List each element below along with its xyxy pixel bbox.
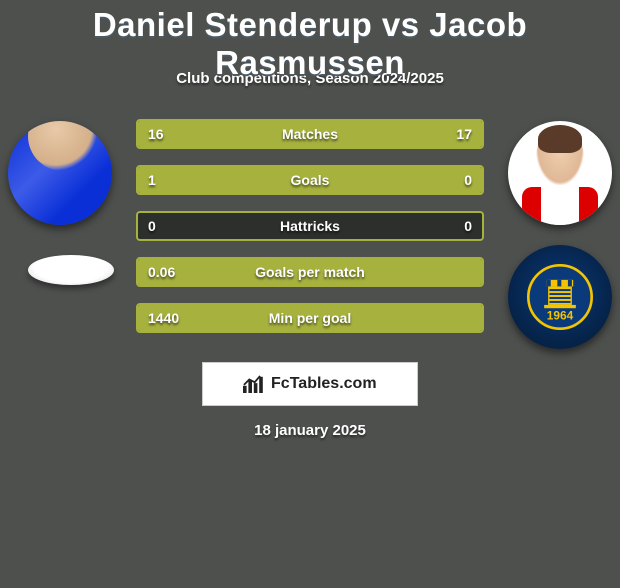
- title-text: Daniel Stenderup vs Jacob Rasmussen: [0, 6, 620, 82]
- brondby-crest-icon: 1964: [527, 264, 593, 330]
- club-left-logo: [28, 255, 114, 285]
- stat-label: Hattricks: [138, 213, 482, 239]
- stat-bar: 0 0Hattricks: [136, 211, 484, 241]
- watermark-text: FcTables.com: [271, 375, 377, 393]
- stat-bar: 0.06Goals per match: [136, 257, 484, 287]
- stat-fill-left: [138, 259, 482, 285]
- player-left-avatar: [8, 121, 112, 225]
- player-right-avatar: [508, 121, 612, 225]
- stat-bar: 1440Min per goal: [136, 303, 484, 333]
- stat-fill-left: [138, 167, 482, 193]
- bars-chart-icon: [243, 375, 265, 393]
- page-title: Daniel Stenderup vs Jacob Rasmussen Dani…: [0, 8, 620, 52]
- stat-fill-right: [305, 121, 482, 147]
- date-text: 18 january 2025: [0, 422, 620, 439]
- stat-bars: 1617Matches 10Goals 0 0Hattricks 0.06Goals p…: [136, 119, 484, 349]
- comparison-panel: 1964 1617Matches10Goals00Hattricks0.06Go…: [0, 125, 620, 365]
- stat-fill-left: [138, 305, 482, 331]
- svg-text:1964: 1964: [547, 308, 574, 322]
- watermark: FcTables.com: [202, 362, 418, 406]
- stat-value-left: 0: [148, 213, 156, 239]
- stat-fill-left: [138, 121, 305, 147]
- stat-bar: 10Goals: [136, 165, 484, 195]
- stat-bar: 1617Matches: [136, 119, 484, 149]
- club-right-logo: 1964: [508, 245, 612, 349]
- stat-value-right: 0: [464, 213, 472, 239]
